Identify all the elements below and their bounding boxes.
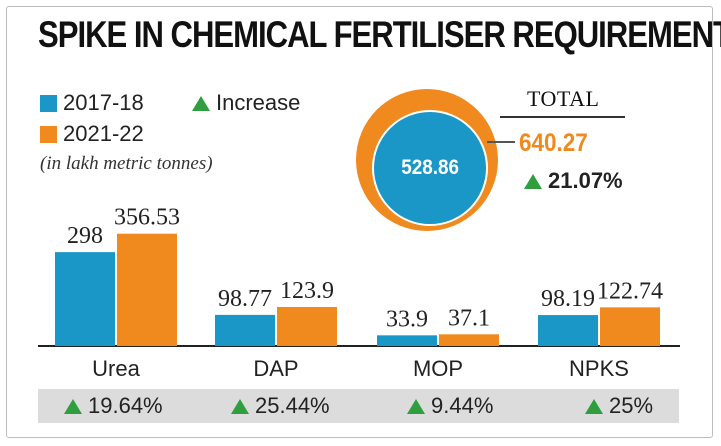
increase-triangle-icon [192, 95, 210, 111]
data-label-npks-2021-22: 122.74 [597, 278, 663, 304]
unit-note: (in lakh metric tonnes) [40, 153, 213, 174]
data-label-mop-2021-22: 37.1 [448, 305, 490, 331]
legend-label-2017: 2017-18 [63, 90, 144, 115]
category-label-mop: MOP [413, 356, 463, 381]
increase-triangle-icon [64, 398, 82, 414]
increase-triangle-icon [585, 398, 603, 414]
total-2017-circle: 528.86 [372, 110, 488, 226]
change-mop: 9.44% [407, 393, 493, 419]
data-label-urea-2017-18: 298 [67, 223, 103, 249]
legend-label-increase: Increase [216, 90, 301, 115]
category-label-npks: NPKS [569, 356, 629, 381]
bar-npks-2017-18 [538, 315, 598, 346]
total-connector-line [487, 141, 515, 143]
increase-triangle-icon [524, 173, 542, 189]
chart-title: SPIKE IN CHEMICAL FERTILISER REQUIREMENT [38, 14, 721, 55]
bar-npks-2021-22 [600, 307, 660, 346]
legend-item-2017: 2017-18 [40, 90, 144, 116]
bar-urea-2021-22 [117, 233, 177, 346]
increase-triangle-icon [231, 398, 249, 414]
increase-triangle-icon [407, 398, 425, 414]
change-npks: 25% [585, 393, 653, 419]
total-underline [500, 116, 625, 118]
data-label-urea-2021-22: 356.53 [114, 205, 180, 231]
data-label-npks-2017-18: 98.19 [541, 286, 595, 312]
data-label-dap-2017-18: 98.77 [218, 286, 272, 312]
change-dap: 25.44% [231, 393, 330, 419]
change-value-dap: 25.44% [255, 393, 330, 418]
total-label: TOTAL [527, 86, 600, 111]
bar-dap-2021-22 [277, 306, 337, 346]
change-value-npks: 25% [609, 393, 654, 418]
total-change: 21.07% [524, 168, 623, 194]
data-label-dap-2021-22: 123.9 [280, 278, 334, 304]
chart-frame [6, 6, 713, 438]
bar-mop-2021-22 [439, 334, 499, 346]
bar-dap-2017-18 [215, 314, 275, 346]
total-change-value: 21.07% [548, 168, 623, 193]
category-label-urea: Urea [92, 356, 140, 381]
bar-mop-2017-18 [377, 335, 437, 346]
category-label-dap: DAP [253, 356, 298, 381]
legend-item-2021: 2021-22 [40, 121, 144, 147]
change-value-urea: 19.64% [88, 393, 163, 418]
change-urea: 19.64% [64, 393, 163, 419]
legend-swatch-2017 [40, 94, 57, 112]
legend-item-increase: Increase [192, 90, 300, 116]
legend-label-2021: 2021-22 [63, 121, 144, 146]
total-2017-value: 528.86 [401, 156, 459, 179]
change-value-mop: 9.44% [431, 393, 494, 418]
legend-swatch-2021 [40, 125, 57, 143]
data-label-mop-2017-18: 33.9 [386, 306, 428, 332]
change-band [38, 389, 679, 423]
total-2021-value: 640.27 [519, 129, 588, 157]
bar-urea-2017-18 [55, 252, 115, 346]
